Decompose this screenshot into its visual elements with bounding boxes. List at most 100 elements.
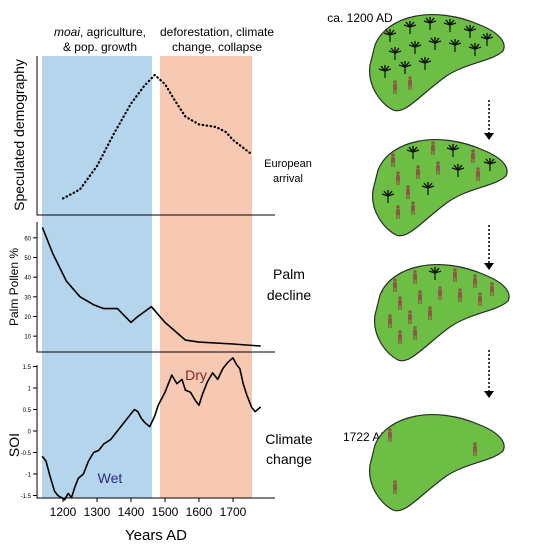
x-tick-label: 1600 [186, 505, 213, 519]
person-leg [415, 280, 417, 284]
person-head [398, 296, 402, 300]
person-leg [393, 90, 395, 94]
person-head [406, 185, 410, 189]
palm-tree-icon [428, 267, 442, 280]
person-icon [393, 80, 397, 94]
header-right-line2: change, collapse [172, 40, 262, 54]
person-leg [398, 340, 400, 344]
palm-tree-icon [443, 19, 457, 32]
person-leg [428, 316, 430, 320]
x-tick-label: 1200 [50, 505, 77, 519]
person-leg [415, 336, 417, 340]
person-leg [460, 298, 462, 302]
person-head [476, 167, 480, 171]
person-icon [396, 171, 400, 185]
person-body [398, 300, 402, 306]
person-leg [395, 90, 397, 94]
person-leg [408, 195, 410, 199]
person-body [458, 292, 462, 298]
person-head [388, 428, 392, 432]
person-leg [480, 302, 482, 306]
person-icon [476, 167, 480, 181]
person-leg [413, 336, 415, 340]
european-arrival-line1: European [264, 158, 312, 170]
person-leg [398, 181, 400, 185]
person-leg [438, 296, 440, 300]
arrow-head [484, 133, 494, 140]
person-head [398, 330, 402, 334]
person-leg [413, 280, 415, 284]
person-icon [473, 442, 477, 456]
arrow-head [484, 263, 494, 270]
person-leg [420, 300, 422, 304]
island-4 [368, 414, 505, 512]
person-head [473, 274, 477, 278]
person-icon [431, 141, 435, 155]
pollen-ylabel: Palm Pollen % [7, 248, 21, 326]
person-body [411, 205, 415, 211]
person-body [406, 189, 410, 195]
person-leg [418, 175, 420, 179]
palm-tree-icon [408, 41, 422, 54]
person-leg [408, 320, 410, 324]
climate-change-line1: Climate [265, 431, 313, 447]
pollen-series-line [41, 227, 262, 347]
person-leg [400, 306, 402, 310]
islands-layer [368, 14, 510, 512]
person-leg [393, 288, 395, 292]
arrow-head [484, 391, 494, 398]
person-icon [388, 314, 392, 328]
palm-tree-icon [448, 39, 462, 52]
soi-tick-label: -1 [26, 473, 32, 479]
wet-label: Wet [98, 470, 123, 486]
wet-period-band [42, 56, 152, 498]
down-arrow-icon [484, 350, 494, 398]
person-icon [408, 76, 412, 90]
person-head [393, 80, 397, 84]
palm-tree-icon [421, 182, 435, 195]
island-shape [368, 414, 505, 512]
palm-tree-icon [378, 65, 392, 78]
person-leg [396, 215, 398, 219]
palm-tree-icon [446, 144, 460, 157]
person-leg [431, 151, 433, 155]
person-body [438, 290, 442, 296]
person-icon [393, 278, 397, 292]
pollen-tick-label: 50 [24, 256, 31, 262]
person-icon [413, 270, 417, 284]
down-arrow-icon [484, 100, 494, 140]
person-head [393, 480, 397, 484]
person-leg [406, 195, 408, 199]
person-body [431, 145, 435, 151]
person-leg [395, 490, 397, 494]
dry-label: Dry [185, 367, 207, 383]
x-tick-label: 1300 [84, 505, 111, 519]
person-head [408, 76, 412, 80]
person-body [473, 446, 477, 452]
palm-tree-icon [403, 21, 417, 34]
palm-tree-icon [388, 47, 402, 60]
pollen-axis [36, 222, 275, 353]
person-body [436, 165, 440, 171]
person-leg [390, 438, 392, 442]
person-body [416, 169, 420, 175]
person-icon [398, 330, 402, 344]
person-head [438, 286, 442, 290]
person-leg [416, 175, 418, 179]
person-leg [393, 163, 395, 167]
person-body [393, 84, 397, 90]
person-leg [398, 215, 400, 219]
person-head [408, 310, 412, 314]
person-head [436, 161, 440, 165]
person-head [478, 292, 482, 296]
person-head [453, 268, 457, 272]
palm-tree-icon [423, 17, 437, 30]
person-head [490, 282, 494, 286]
person-leg [478, 177, 480, 181]
person-leg [492, 292, 494, 296]
soi-series-line [41, 357, 262, 501]
pollen-tick-label: 20 [24, 315, 31, 321]
person-body [428, 310, 432, 316]
person-head [393, 278, 397, 282]
